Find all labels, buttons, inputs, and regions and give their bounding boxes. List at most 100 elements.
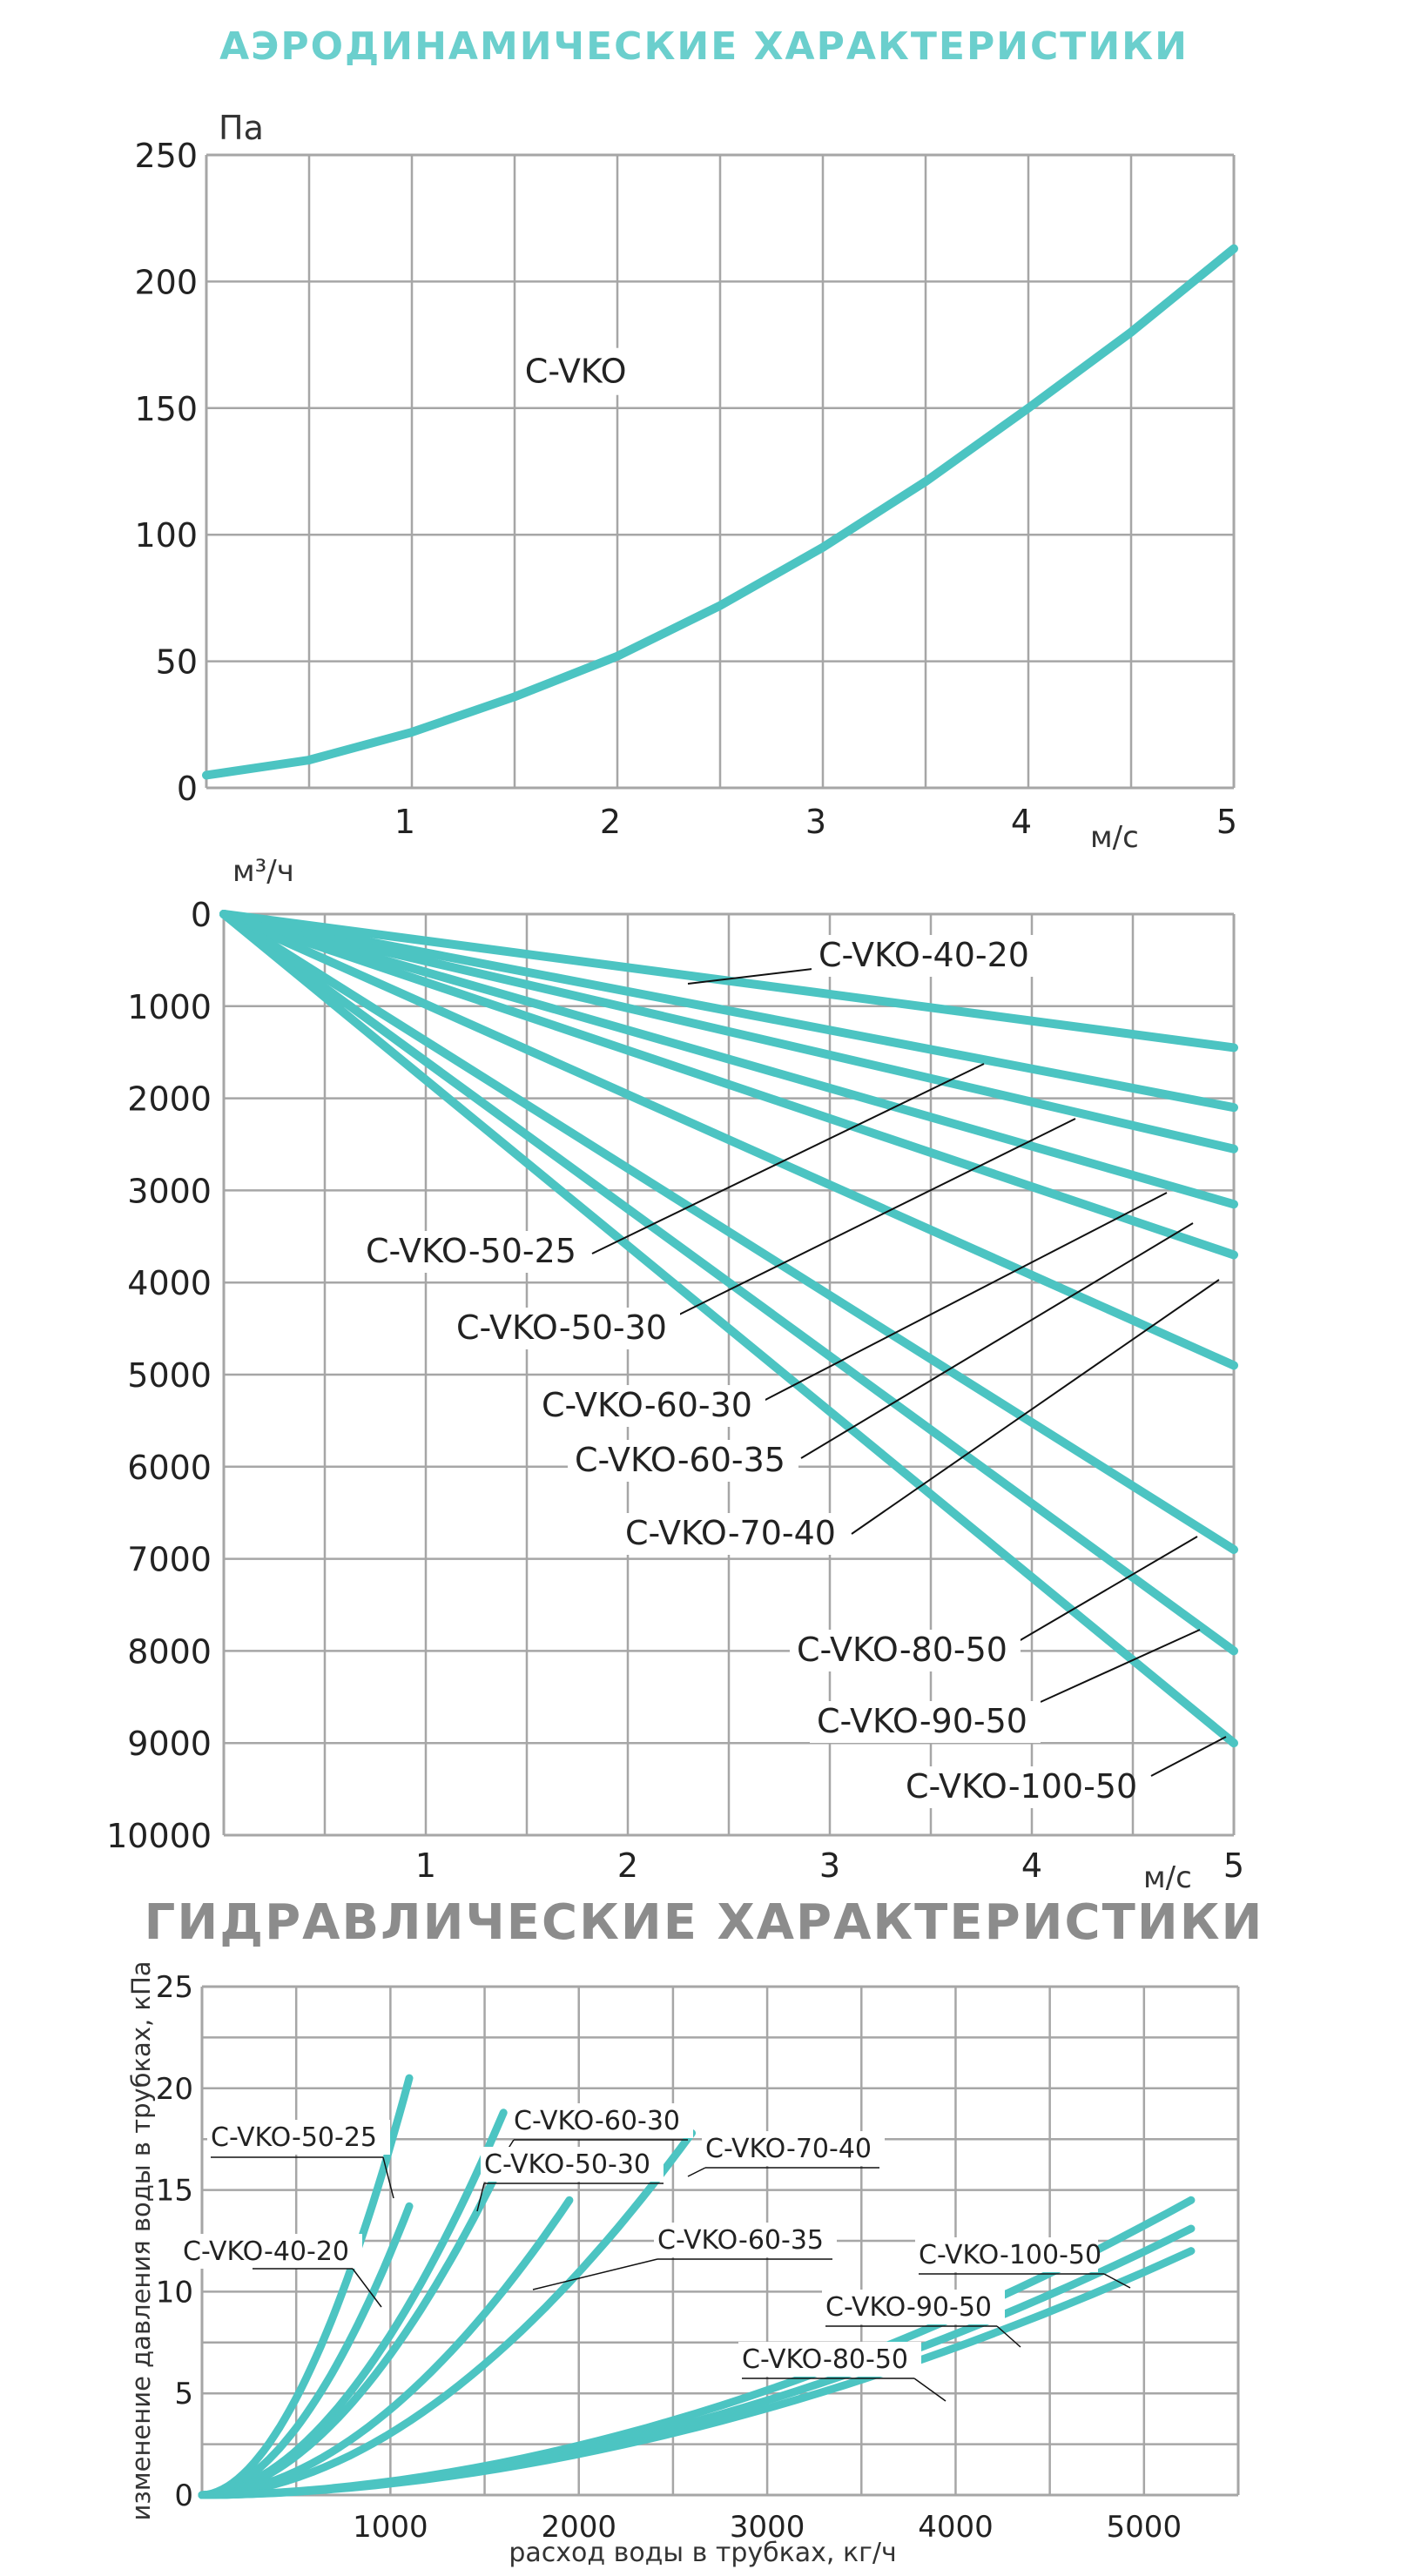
series-label-c-vko-80-50: C-VKO-80-50 (797, 1631, 1007, 1669)
y-axis-label: изменение давления воды в трубках, кПа (126, 1961, 156, 2520)
x-tick-label: 4 (1011, 803, 1032, 841)
x-tick-label: 5 (1223, 1846, 1244, 1885)
series-label-c-vko-70-40: C-VKO-70-40 (625, 1514, 836, 1552)
series-line-c-vko (202, 244, 1238, 780)
series-label-c-vko-90-50: C-VKO-90-50 (825, 2292, 992, 2323)
series-label-c-vko-40-20: C-VKO-40-20 (819, 936, 1029, 974)
y-tick-label: 200 (134, 263, 198, 301)
leader-line-c-vko-100-50 (1103, 2273, 1131, 2289)
y-tick-label: 4000 (127, 1264, 212, 1302)
series-label-background (738, 2342, 921, 2377)
series-label-background (654, 2223, 837, 2257)
y-tick-label: 10000 (106, 1817, 212, 1855)
y-tick-label: 1000 (127, 988, 212, 1026)
series-label-c-vko-50-30: C-VKO-50-30 (484, 2149, 650, 2180)
series-label-background (618, 1513, 849, 1555)
series-line-c-vko-50-30 (219, 910, 1238, 1153)
series-line-c-vko-60-35 (219, 910, 1238, 1260)
x-tick-label: 1000 (353, 2510, 428, 2545)
x-tick-label: 5000 (1107, 2510, 1182, 2545)
y-tick-label: 5000 (127, 1356, 212, 1395)
leader-line-c-vko-60-35 (800, 1222, 1194, 1459)
series-label-background (517, 347, 647, 395)
series-line-c-vko-70-40 (198, 2129, 696, 2499)
leader-line-c-vko-90-50 (996, 2325, 1021, 2348)
series-line-c-vko-50-25 (219, 910, 1238, 1113)
series-label-c-vko-60-35: C-VKO-60-35 (657, 2225, 824, 2256)
y-tick-label: 100 (134, 516, 198, 555)
series-label-c-vko: C-VKO (525, 353, 627, 391)
series-label-c-vko-80-50: C-VKO-80-50 (742, 2344, 908, 2375)
series-label-background (790, 1630, 1021, 1671)
leader-line-c-vko-40-20 (352, 2268, 382, 2308)
series-label-background (510, 2103, 693, 2138)
y-tick-label: 5 (174, 2377, 193, 2411)
series-label-c-vko-50-25: C-VKO-50-25 (211, 2122, 377, 2153)
y-tick-label: 8000 (127, 1632, 212, 1671)
series-label-c-vko-60-30: C-VKO-60-30 (514, 2106, 680, 2136)
leader-line-c-vko-60-30 (761, 1192, 1168, 1402)
series-line-c-vko-80-50 (198, 2247, 1196, 2499)
series-label-c-vko-90-50: C-VKO-90-50 (817, 1702, 1027, 1740)
y-tick-label: 3000 (127, 1172, 212, 1210)
series-label-background (359, 1231, 589, 1273)
y-tick-label: 20 (156, 2072, 193, 2107)
x-tick-label: 1 (394, 803, 415, 841)
x-tick-label: 5 (1216, 803, 1237, 841)
x-tick-label: 2 (617, 1846, 638, 1885)
y-tick-label: 50 (156, 643, 198, 682)
aerodynamic-section-title: АЭРОДИНАМИЧЕСКИЕ ХАРАКТЕРИСТИКИ (219, 24, 1189, 69)
leader-line-c-vko-90-50 (1040, 1629, 1201, 1703)
series-label-background (915, 2237, 1098, 2272)
hydraulic-section-title: ГИДРАВЛИЧЕСКИЕ ХАРАКТЕРИСТИКИ (144, 1894, 1264, 1951)
leader-line-c-vko-50-25 (382, 2156, 394, 2199)
series-line-c-vko-80-50 (219, 910, 1238, 1555)
series-label-background (535, 1385, 765, 1427)
y-tick-label: 10 (156, 2275, 193, 2310)
series-line-c-vko-50-30 (198, 2156, 508, 2499)
x-tick-label: 1 (415, 1846, 436, 1885)
x-tick-label: 3000 (730, 2510, 805, 2545)
leader-line-c-vko-50-25 (591, 1063, 985, 1254)
series-label-c-vko-50-25: C-VKO-50-25 (366, 1232, 576, 1270)
y-axis-label: м³/ч (232, 854, 294, 889)
leader-line-c-vko-80-50 (913, 2378, 947, 2402)
series-label-c-vko-100-50: C-VKO-100-50 (919, 2240, 1101, 2270)
x-axis-label: м/с (1090, 820, 1139, 855)
series-label-c-vko-70-40: C-VKO-70-40 (705, 2134, 872, 2164)
x-tick-label: 4000 (918, 2510, 994, 2545)
series-label-background (481, 2147, 664, 2182)
x-tick-label: 2000 (541, 2510, 616, 2545)
series-label-background (822, 2290, 1005, 2324)
leader-line-c-vko-50-30 (476, 2183, 485, 2212)
series-line-c-vko-60-30 (219, 910, 1238, 1209)
y-tick-label: 0 (191, 896, 212, 934)
series-label-c-vko-40-20: C-VKO-40-20 (183, 2236, 349, 2267)
y-tick-label: 0 (174, 2478, 193, 2513)
series-line-c-vko-100-50 (219, 910, 1238, 1748)
y-tick-label: 150 (134, 390, 198, 428)
y-tick-label: 15 (156, 2174, 193, 2209)
series-label-background (449, 1308, 680, 1349)
leader-line-c-vko-70-40 (851, 1279, 1220, 1535)
y-tick-label: 2000 (127, 1080, 212, 1119)
x-tick-label: 3 (819, 1846, 840, 1885)
series-line-c-vko-70-40 (219, 910, 1238, 1370)
y-tick-label: 0 (177, 770, 198, 808)
series-label-background (810, 1701, 1041, 1743)
series-label-c-vko-60-35: C-VKO-60-35 (575, 1441, 785, 1479)
series-label-background (207, 2120, 390, 2155)
y-tick-label: 7000 (127, 1541, 212, 1579)
leader-line-c-vko-60-35 (532, 2258, 658, 2290)
x-tick-label: 2 (600, 803, 621, 841)
series-line-c-vko-60-35 (198, 2196, 574, 2499)
series-label-c-vko-100-50: C-VKO-100-50 (906, 1767, 1137, 1806)
series-line-c-vko-50-25 (198, 2074, 414, 2499)
series-label-background (702, 2131, 885, 2166)
series-label-background (812, 935, 1042, 977)
y-tick-label: 25 (156, 1970, 193, 2005)
x-tick-label: 3 (805, 803, 826, 841)
series-label-c-vko-50-30: C-VKO-50-30 (456, 1308, 667, 1347)
y-tick-label: 6000 (127, 1449, 212, 1487)
